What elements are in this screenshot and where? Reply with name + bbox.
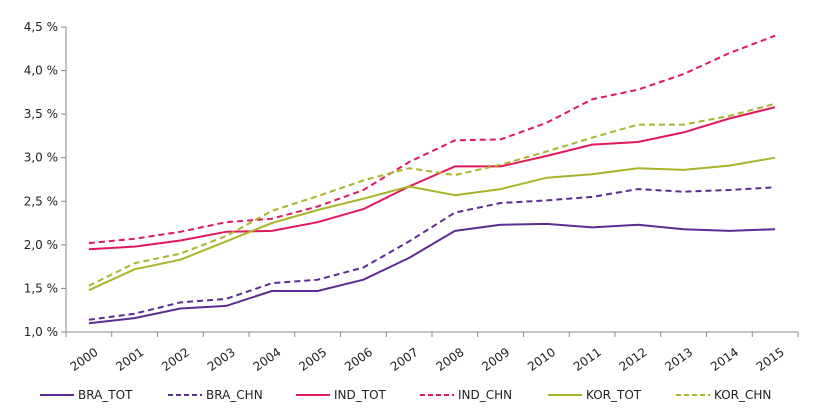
y-axis-ticks: 1,0 % 1,5 % 2,0 % 2,5 % 3,0 % 3,5 % 4,0 % 4,5 % [24,20,66,339]
x-tick-label: 2008 [434,345,467,374]
series-line-bra-tot [88,222,776,325]
x-tick-label: 2007 [388,345,421,374]
x-tick-label: 2011 [571,345,604,374]
x-tick-label: 2015 [754,345,787,374]
y-tick-label: 3,5 % [24,107,58,121]
y-tick-label: 1,0 % [24,325,58,339]
y-tick-label: 2,0 % [24,238,58,252]
series-line-kor-tot [88,156,776,292]
x-tick-label: 2004 [251,345,284,374]
series-line-ind-tot [88,106,776,251]
x-tick-label: 2001 [113,345,146,374]
legend-label: BRA_TOT [78,388,133,402]
legend-label: IND_TOT [334,388,387,402]
y-tick-label: 3,0 % [24,151,58,165]
x-tick-label: 2013 [662,345,695,374]
y-tick-label: 2,5 % [24,194,58,208]
legend-label: KOR_TOT [586,388,642,402]
x-tick-label: 2003 [205,345,238,374]
legend-label: KOR_CHN [714,388,771,402]
x-tick-label: 2002 [159,345,192,374]
legend-label: IND_CHN [458,388,512,402]
y-tick-label: 4,5 % [24,20,58,34]
x-tick-label: 2006 [342,345,375,374]
x-tick-label: 2005 [296,345,329,374]
legend: BRA_TOT BRA_CHN IND_TOT IND_CHN KOR_TOT KOR_C… [40,388,771,402]
series-line-kor-chn [88,102,776,287]
series-line-ind-chn [88,34,776,245]
series-lines [88,34,776,325]
x-tick-label: 2009 [479,345,512,374]
x-axis-ticks: 2000 2001 2002 2003 2004 2005 2006 2007 2008 2009… [65,332,799,374]
x-tick-label: 2010 [525,345,558,374]
x-tick-label: 2014 [708,345,741,374]
y-tick-label: 1,5 % [24,281,58,295]
x-tick-label: 2012 [617,345,650,374]
y-tick-label: 4,0 % [24,64,58,78]
series-line-bra-chn [88,186,776,321]
x-tick-label: 2000 [68,345,101,374]
legend-label: BRA_CHN [206,388,263,402]
